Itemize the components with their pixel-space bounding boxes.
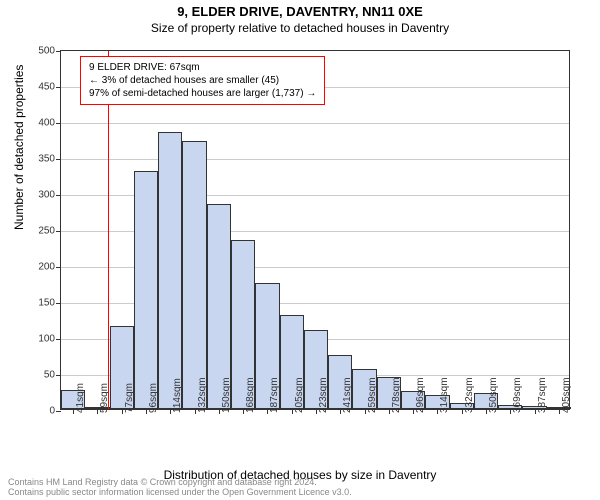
xtick-mark (365, 409, 366, 414)
xtick-mark (413, 409, 414, 414)
ytick-mark (56, 123, 61, 124)
xtick-mark (486, 409, 487, 414)
info-box: 9 ELDER DRIVE: 67sqm ← 3% of detached ho… (80, 56, 325, 105)
xtick-mark (462, 409, 463, 414)
xtick-mark (316, 409, 317, 414)
ytick-mark (56, 231, 61, 232)
ytick-mark (56, 195, 61, 196)
xtick-mark (389, 409, 390, 414)
xtick-mark (510, 409, 511, 414)
ytick-mark (56, 303, 61, 304)
ytick-mark (56, 159, 61, 160)
y-axis-label: Number of detached properties (12, 65, 26, 230)
xtick-mark (170, 409, 171, 414)
gridline (61, 123, 569, 124)
xtick-mark (243, 409, 244, 414)
page-subtitle: Size of property relative to detached ho… (0, 19, 600, 35)
histogram-bar (182, 141, 206, 409)
xtick-mark (195, 409, 196, 414)
ytick-mark (56, 87, 61, 88)
xtick-mark (267, 409, 268, 414)
histogram-bar (134, 171, 158, 409)
ytick-mark (56, 51, 61, 52)
xtick-mark (437, 409, 438, 414)
xtick-mark (292, 409, 293, 414)
info-line-3: 97% of semi-detached houses are larger (… (89, 87, 316, 100)
gridline (61, 159, 569, 160)
histogram-bar (158, 132, 182, 409)
xtick-mark (559, 409, 560, 414)
xtick-mark (122, 409, 123, 414)
xtick-mark (97, 409, 98, 414)
ytick-mark (56, 267, 61, 268)
ytick-mark (56, 411, 61, 412)
footer-line-2: Contains public sector information licen… (8, 487, 352, 497)
xtick-mark (73, 409, 74, 414)
info-line-1: 9 ELDER DRIVE: 67sqm (89, 61, 316, 74)
info-line-2: ← 3% of detached houses are smaller (45) (89, 74, 316, 87)
chart-container: 05010015020025030035040045050041sqm59sqm… (60, 50, 570, 410)
xtick-mark (535, 409, 536, 414)
xtick-mark (340, 409, 341, 414)
page-title: 9, ELDER DRIVE, DAVENTRY, NN11 0XE (0, 0, 600, 19)
ytick-mark (56, 375, 61, 376)
xtick-mark (146, 409, 147, 414)
xtick-label: 405sqm (561, 377, 572, 413)
xtick-mark (219, 409, 220, 414)
footer-note: Contains HM Land Registry data © Crown c… (8, 478, 592, 500)
footer-line-1: Contains HM Land Registry data © Crown c… (8, 477, 317, 487)
ytick-mark (56, 339, 61, 340)
